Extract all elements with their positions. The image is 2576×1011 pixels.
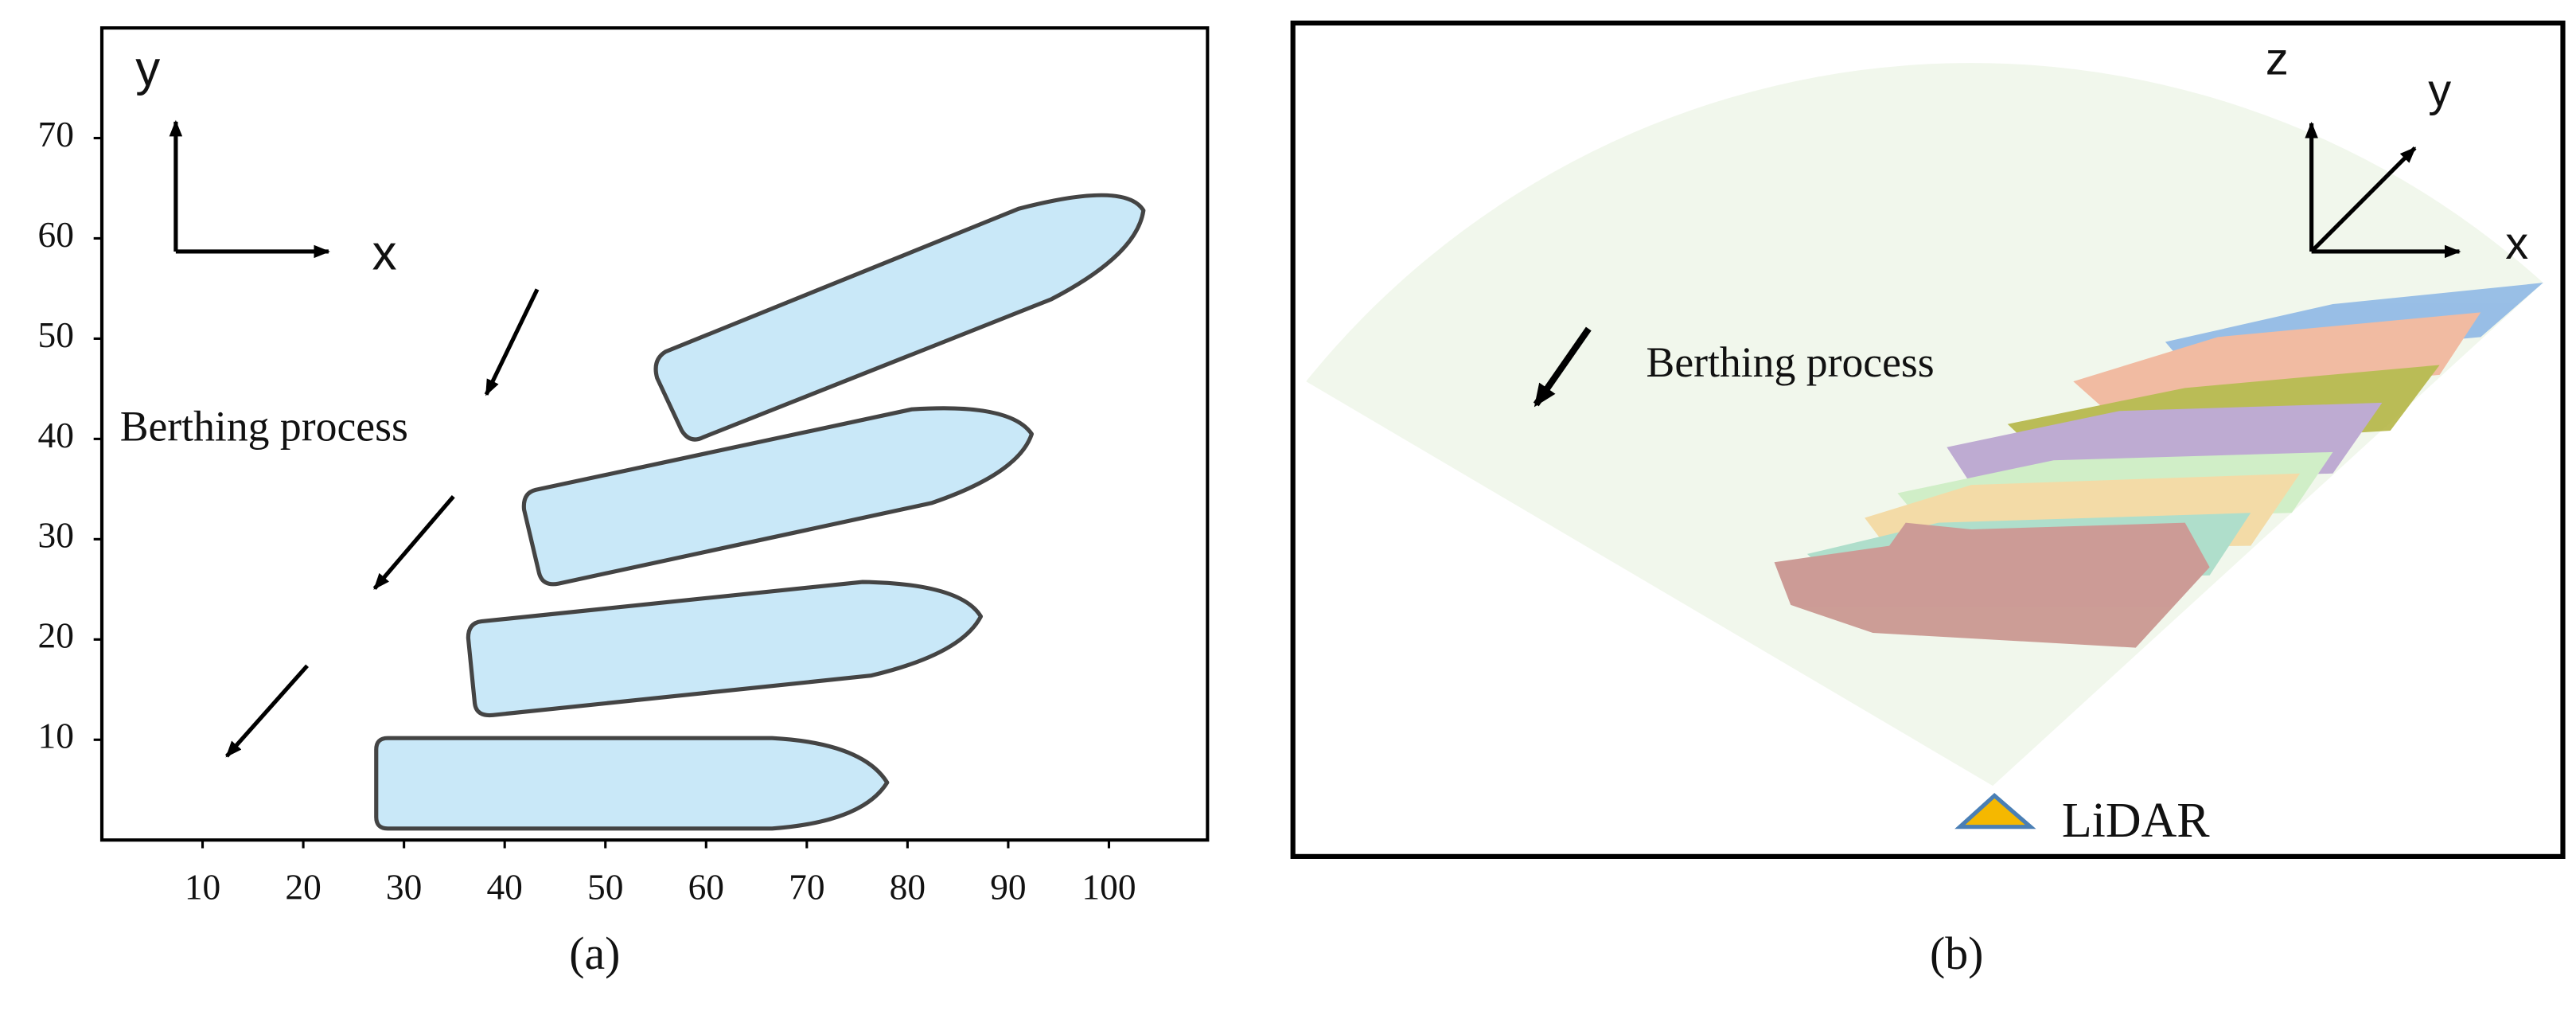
ship (374, 736, 890, 831)
axis-label: z (2266, 34, 2289, 85)
arrow (224, 664, 309, 758)
x-tick-label: 20 (285, 868, 321, 908)
caption: (a) (569, 927, 620, 979)
axis-label: x (372, 225, 397, 280)
field-of-view (1306, 63, 2543, 787)
x-tick-label: 30 (386, 868, 422, 908)
x-tick-label: 70 (789, 868, 824, 908)
axis-arrow (2309, 146, 2417, 253)
y-tick-label: 70 (37, 115, 73, 154)
axis-label: y (2428, 65, 2451, 116)
caption: (b) (1930, 927, 1983, 979)
y-tick-label: 50 (37, 315, 73, 355)
annotation: Berthing process (120, 402, 408, 450)
x-tick-label: 100 (1081, 868, 1136, 908)
sensor-label: LiDAR (2062, 794, 2210, 848)
axis-label: y (135, 41, 160, 96)
x-tick-label: 40 (486, 868, 522, 908)
ship (466, 580, 984, 718)
x-tick-label: 80 (890, 868, 926, 908)
x-tick-label: 50 (587, 868, 623, 908)
x-tick-label: 60 (688, 868, 724, 908)
y-tick-label: 60 (37, 215, 73, 255)
ship (653, 193, 1146, 442)
axis-label: x (2505, 218, 2528, 269)
ship (521, 406, 1035, 587)
x-tick-label: 10 (185, 868, 220, 908)
lidar-icon (1954, 793, 2036, 829)
y-tick-label: 40 (37, 416, 73, 455)
annotation: Berthing process (1647, 338, 1935, 386)
ship-points (1774, 522, 2210, 648)
y-tick-label: 20 (37, 616, 73, 656)
panel-b: Berthing process z y x LiDAR (b) (1290, 20, 2566, 979)
ship-points (2073, 312, 2481, 408)
x-tick-label: 90 (990, 868, 1026, 908)
point-cloud (1774, 283, 2543, 648)
arrow (372, 494, 455, 590)
arrow (484, 288, 540, 396)
y-tick-label: 10 (37, 716, 73, 756)
y-tick-label: 30 (37, 516, 73, 556)
arrow (1533, 326, 1592, 408)
panel-a: y x Berthing process (a) 10 20 30 40 50 60 70 8… (37, 26, 1210, 979)
